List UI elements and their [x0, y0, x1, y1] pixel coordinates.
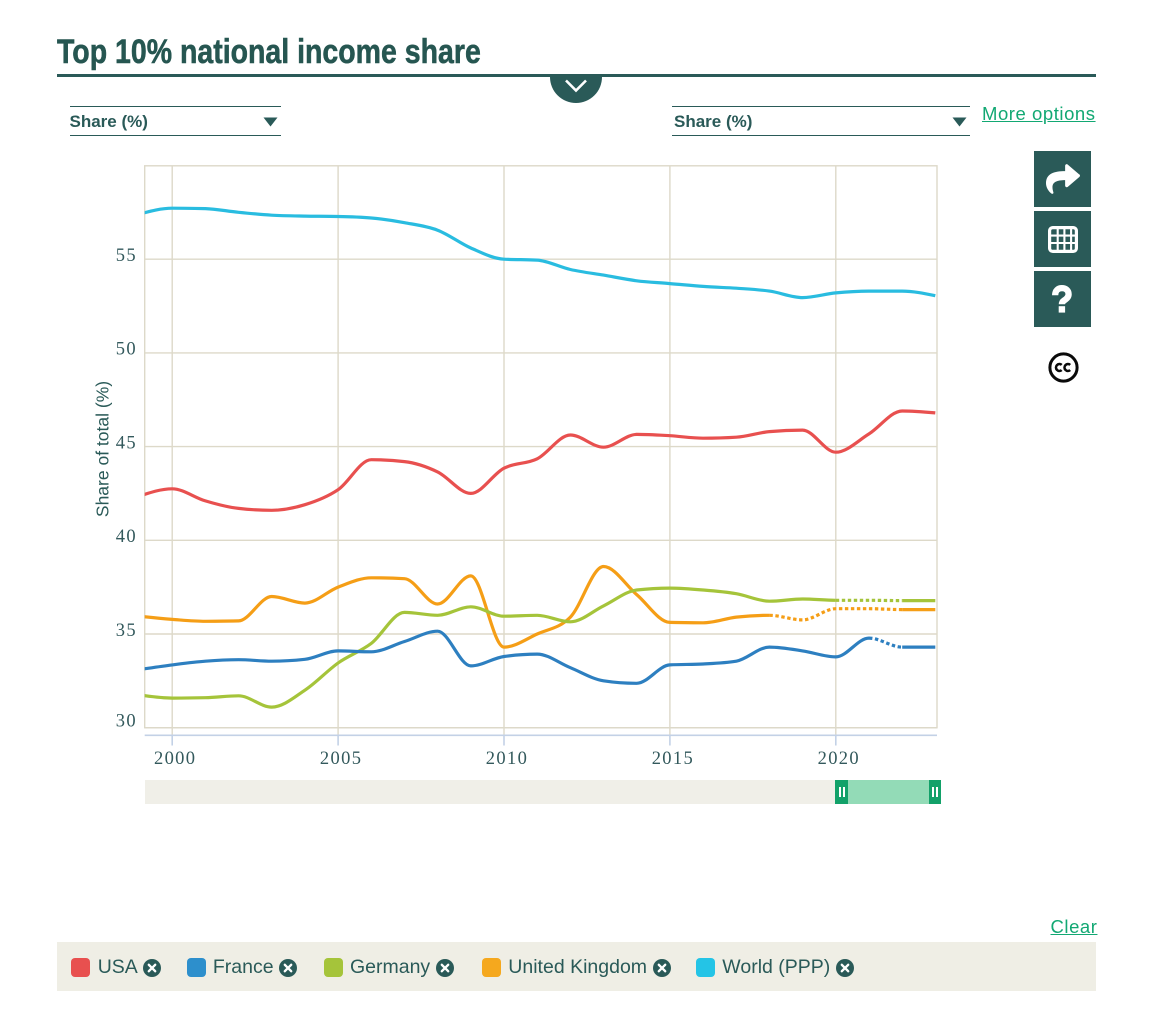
svg-text:2010: 2010: [486, 749, 528, 769]
svg-text:2015: 2015: [652, 749, 694, 769]
svg-text:2000: 2000: [154, 749, 196, 769]
svg-text:40: 40: [116, 527, 137, 547]
svg-text:35: 35: [116, 621, 137, 641]
svg-text:2020: 2020: [818, 749, 860, 769]
svg-text:2005: 2005: [320, 749, 362, 769]
svg-text:30: 30: [116, 712, 137, 732]
svg-text:50: 50: [116, 340, 137, 360]
svg-text:45: 45: [116, 433, 137, 453]
svg-text:55: 55: [116, 246, 137, 266]
svg-text:Share of total (%): Share of total (%): [93, 381, 113, 517]
